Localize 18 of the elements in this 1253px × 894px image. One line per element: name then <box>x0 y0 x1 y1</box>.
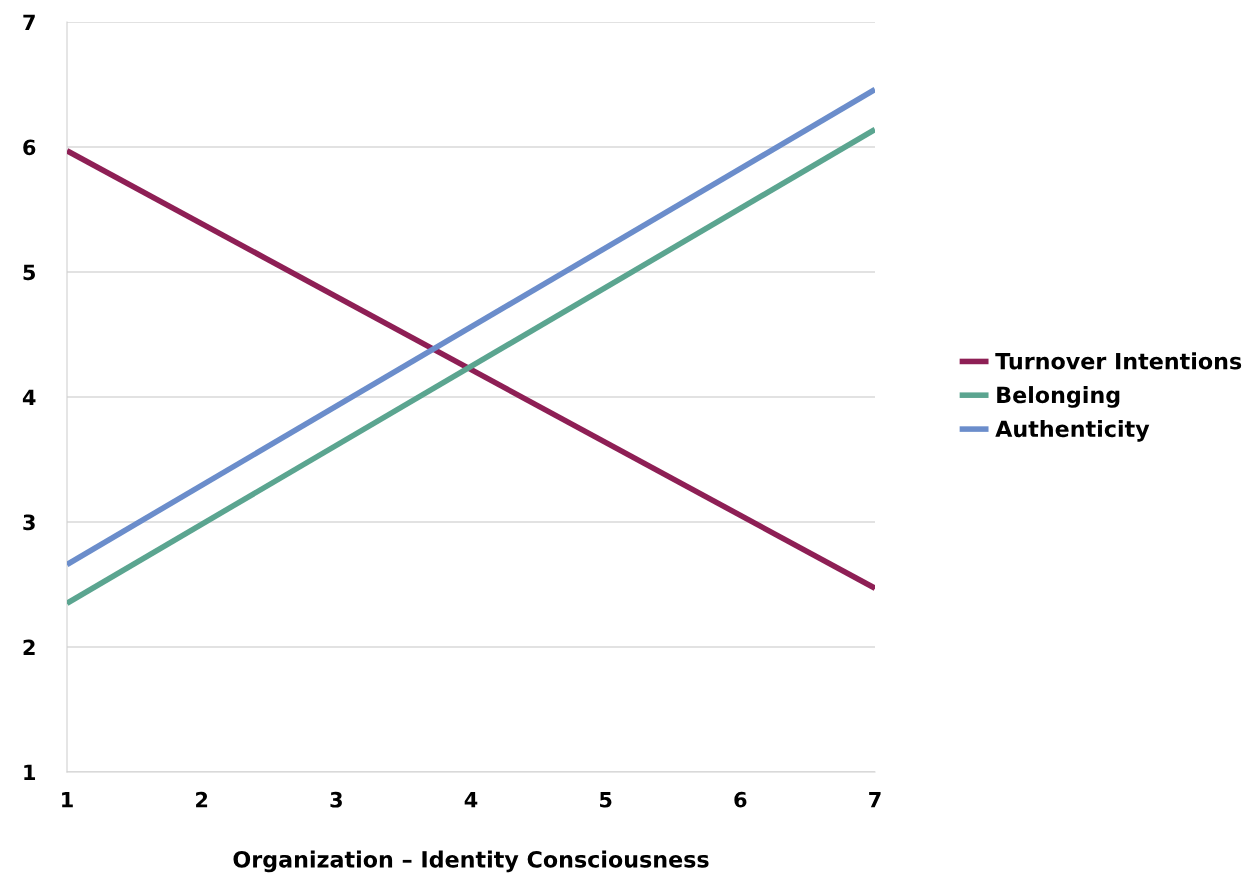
y-tick-label: 6 <box>23 139 36 156</box>
y-tick-label: 4 <box>22 389 36 405</box>
x-tick-label: 6 <box>734 791 747 808</box>
x-tick-label: 4 <box>464 792 478 808</box>
y-tick-label: 7 <box>23 14 35 30</box>
x-tick-label: 3 <box>330 791 342 808</box>
legend-label: Turnover Intentions <box>995 352 1242 370</box>
x-tick-label: 5 <box>600 792 612 808</box>
x-axis-title: Organization – Identity Consciousness <box>233 850 709 873</box>
legend-label: Authenticity <box>995 419 1150 442</box>
y-tick-label: 2 <box>23 639 35 655</box>
x-tick-label: 7 <box>869 792 881 808</box>
y-tick-label: 3 <box>23 514 35 531</box>
x-tick-label: 1 <box>62 792 73 808</box>
y-tick-label: 5 <box>23 264 35 281</box>
y-tick-label: 1 <box>24 764 36 780</box>
legend-label: Belonging <box>997 386 1120 408</box>
x-tick-label: 2 <box>196 791 208 808</box>
